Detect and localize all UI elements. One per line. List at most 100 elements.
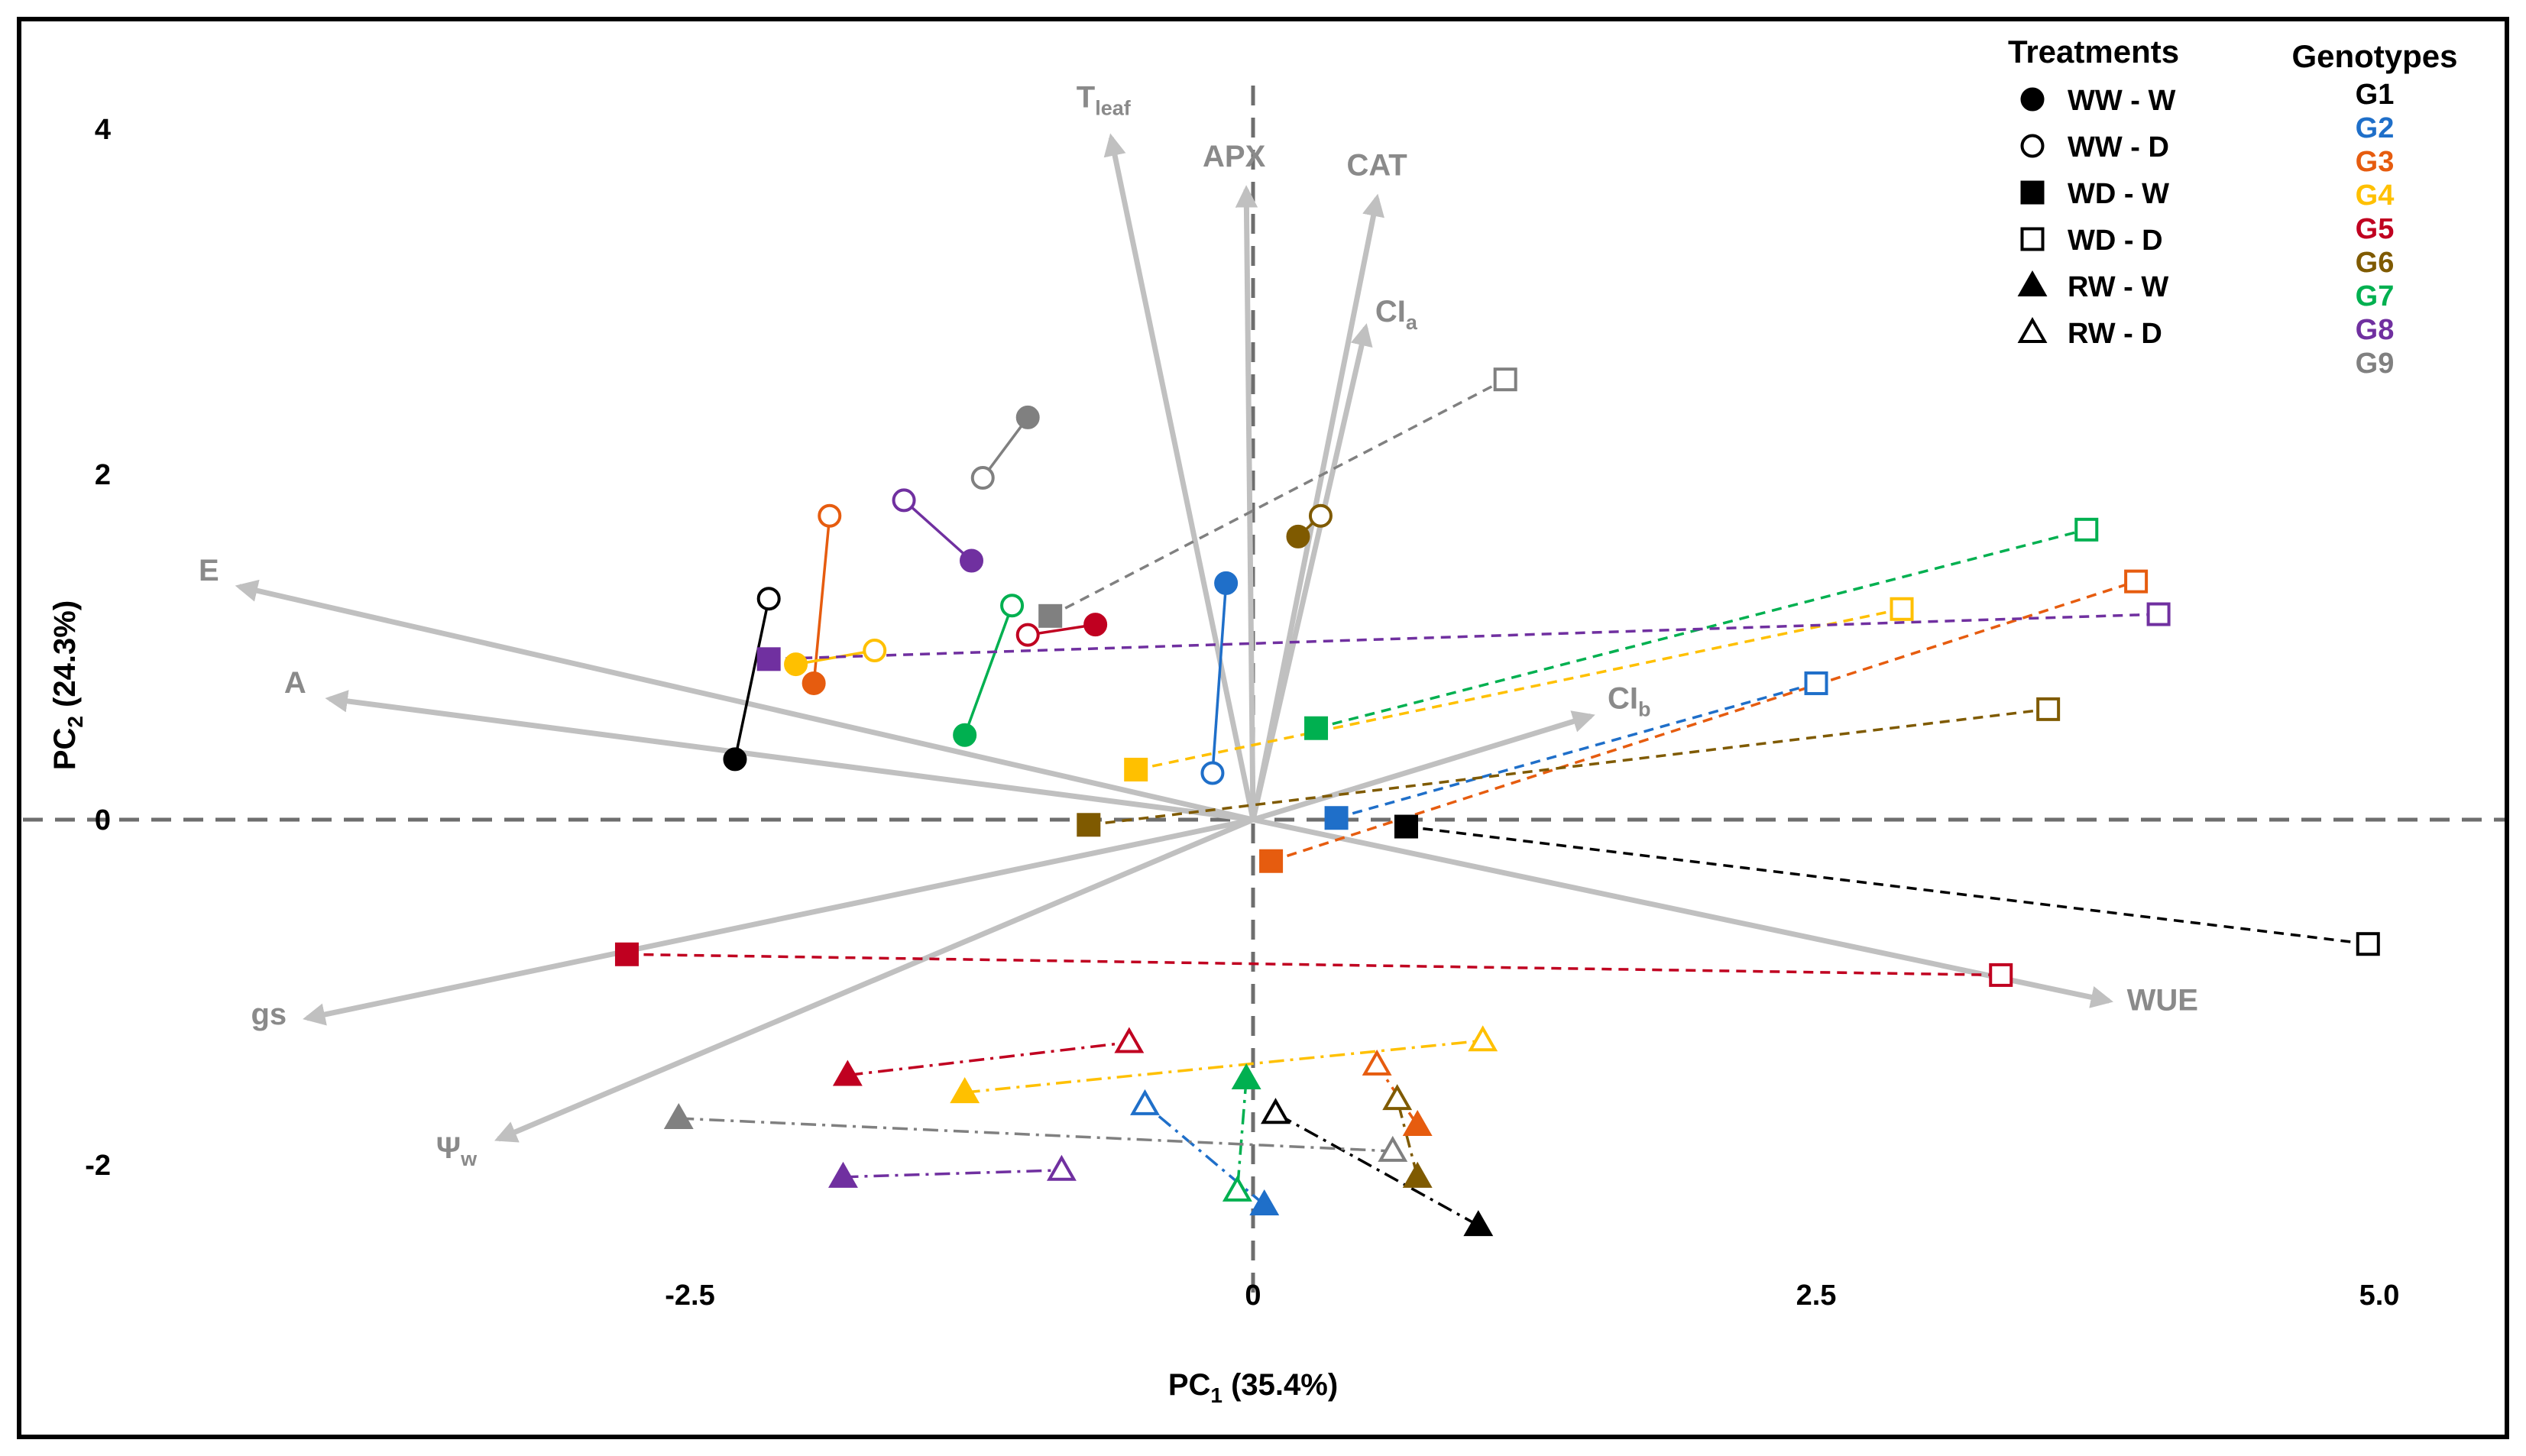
y-axis-label: PC2 (24.3%): [48, 600, 87, 770]
x-tick-label: 2.5: [1796, 1280, 1837, 1312]
genotype-legend-label: G8: [2356, 314, 2395, 346]
loading-label: gs: [251, 998, 287, 1031]
g1-ww-w-point: [723, 747, 747, 772]
genotypes-legend-title: Genotypes: [2291, 38, 2457, 74]
loading-arrow: [1252, 817, 2113, 1008]
g8-wd-d-point: [2146, 602, 2171, 626]
g9-ww-w-point: [1015, 405, 1040, 429]
g5-ww-w-point: [1083, 613, 1108, 637]
loading-label: Tleaf: [1077, 80, 1132, 119]
genotype-legend-label: G7: [2356, 280, 2395, 312]
g7-ww-connector: [963, 605, 1014, 736]
loading-arrow: [1235, 185, 1258, 820]
g6-rw-w-point: [1402, 1161, 1433, 1188]
g1-rw-connector: [1274, 1111, 1479, 1227]
g2-ww-connector: [1211, 583, 1228, 774]
loading-label: WUE: [2127, 983, 2198, 1017]
loading-label: CIb: [1608, 681, 1651, 720]
g1-wd-d-point: [2356, 932, 2380, 956]
g6-ww-w-point: [1286, 524, 1310, 548]
g7-ww-d-point: [1000, 594, 1025, 618]
g7-rw-w-point: [1231, 1063, 1261, 1089]
g2-wd-connector: [1336, 681, 1817, 820]
loading-label: E: [199, 554, 219, 587]
y-tick-label: 0: [95, 804, 111, 836]
g4-wd-w-point: [1124, 757, 1148, 781]
x-tick-label: 5.0: [2359, 1280, 2400, 1312]
treatment-legend-label: WW - D: [2068, 131, 2169, 163]
genotype-legend-label: G2: [2356, 112, 2395, 144]
g9-wd-d-point: [1493, 367, 1517, 392]
g5-rw-d-point: [1114, 1027, 1145, 1053]
g7-wd-w-point: [1304, 716, 1329, 740]
g5-rw-connector: [847, 1040, 1130, 1077]
x-tick-label: 0: [1245, 1280, 1261, 1312]
g9-ww-connector: [981, 416, 1029, 479]
loading-arrow: [1103, 133, 1256, 820]
y-tick-label: -2: [85, 1150, 111, 1182]
g3-wd-d-point: [2124, 569, 2149, 594]
g7-wd-connector: [1316, 528, 2087, 730]
loading-label: APX: [1203, 140, 1266, 173]
g8-rw-w-point: [828, 1161, 858, 1188]
g4-ww-connector: [795, 649, 876, 666]
treatment-legend-label: RW - W: [2068, 271, 2168, 303]
g4-ww-w-point: [784, 652, 808, 677]
treatment-legend-symbol: [2020, 180, 2045, 205]
g2-wd-d-point: [1804, 671, 1828, 695]
g5-wd-w-point: [614, 942, 639, 966]
treatment-legend-symbol: [2020, 227, 2045, 251]
g8-ww-w-point: [960, 548, 983, 573]
loading-vectors: Tleaf APX CAT CIa CIb E Ags Ψw WUE: [199, 80, 2198, 1170]
loading-label: CIa: [1375, 295, 1418, 334]
g6-rw-connector: [1395, 1098, 1419, 1178]
treatment-legend-symbol: [2017, 316, 2048, 343]
g8-wd-w-point: [756, 647, 781, 671]
treatment-legend-label: WD - D: [2068, 225, 2163, 257]
g9-ww-d-point: [970, 466, 995, 490]
g9-rw-d-point: [1378, 1135, 1408, 1162]
g1-rw-w-point: [1463, 1210, 1494, 1237]
g9-rw-w-point: [663, 1102, 694, 1129]
g6-wd-d-point: [2036, 697, 2061, 721]
g4-rw-connector: [964, 1039, 1483, 1094]
g8-wd-connector: [769, 613, 2159, 661]
g5-ww-d-point: [1015, 623, 1040, 647]
g3-wd-connector: [1271, 580, 2137, 862]
g6-ww-d-point: [1308, 503, 1333, 528]
g6-wd-w-point: [1077, 813, 1101, 837]
g4-rw-d-point: [1468, 1025, 1498, 1052]
g9-rw-connector: [678, 1117, 1393, 1153]
genotype-legend-label: G1: [2356, 79, 2395, 111]
g1-ww-connector: [734, 598, 770, 760]
g9-wd-w-point: [1038, 603, 1063, 628]
g1-ww-d-point: [756, 587, 781, 611]
x-tick-label: -2.5: [665, 1280, 714, 1312]
g3-rw-w-point: [1402, 1109, 1433, 1137]
loading-label: CAT: [1347, 148, 1407, 182]
genotype-legend-label: G9: [2356, 348, 2395, 380]
g7-ww-w-point: [953, 723, 977, 747]
g7-rw-d-point: [1222, 1175, 1252, 1202]
g7-rw-connector: [1235, 1078, 1248, 1192]
treatment-legend-symbol: [2020, 134, 2045, 158]
g2-ww-w-point: [1214, 571, 1239, 595]
g3-ww-d-point: [818, 503, 842, 528]
g3-rw-d-point: [1362, 1049, 1392, 1076]
loading-arrow: [303, 817, 1254, 1026]
g2-rw-d-point: [1130, 1089, 1160, 1115]
genotype-connectors: [627, 378, 2369, 1227]
x-axis-label: PC1 (35.4%): [1168, 1368, 1338, 1407]
g4-rw-w-point: [950, 1077, 980, 1104]
treatment-legend-symbol: [2020, 87, 2045, 112]
g1-rw-d-point: [1261, 1098, 1291, 1124]
loading-arrow: [1250, 323, 1373, 820]
treatment-legend-label: WD - W: [2068, 178, 2169, 210]
g9-wd-connector: [1049, 378, 1506, 617]
g3-wd-w-point: [1259, 849, 1284, 873]
data-points: [614, 367, 2380, 1237]
g6-wd-connector: [1088, 707, 2048, 827]
g8-rw-d-point: [1046, 1154, 1077, 1181]
treatment-legend-label: RW - D: [2068, 318, 2162, 350]
